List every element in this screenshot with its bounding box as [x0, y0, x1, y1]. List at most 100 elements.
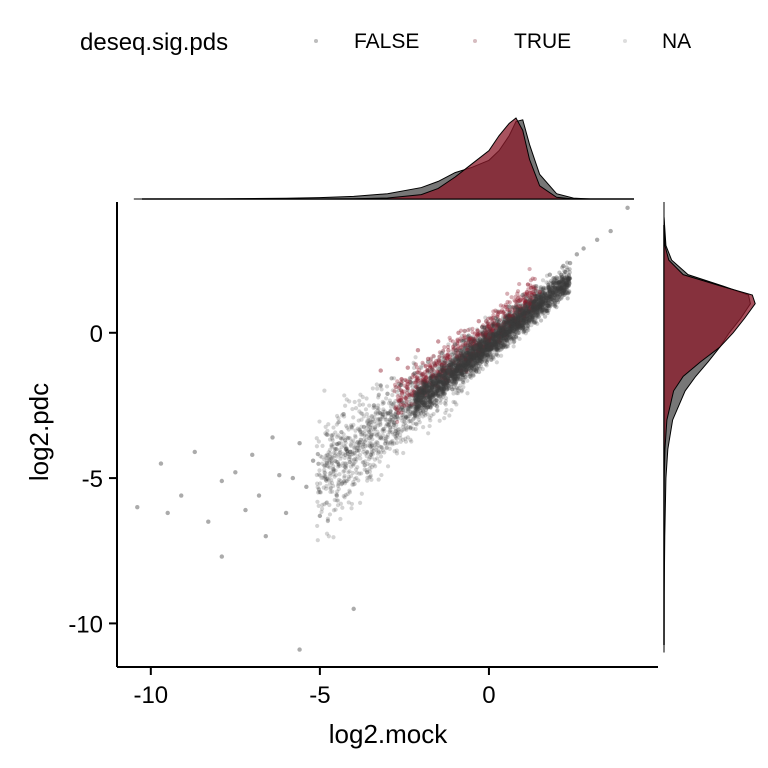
scatter-point [368, 452, 373, 458]
scatter-point [349, 426, 355, 431]
legend-key-false [314, 39, 318, 43]
scatter-point [521, 306, 527, 311]
scatter-point [372, 432, 377, 437]
scatter-point-false [135, 504, 140, 510]
scatter-point [498, 342, 503, 347]
scatter-point [423, 383, 428, 388]
scatter-point [469, 358, 474, 363]
scatter-point [495, 323, 500, 328]
scatter-point [393, 415, 398, 420]
scatter-point [471, 356, 476, 361]
scatter-point [483, 358, 488, 363]
scatter-point [329, 480, 335, 485]
scatter-point [485, 345, 490, 350]
scatter-point [472, 343, 477, 348]
scatter-point [414, 389, 419, 394]
scatter-point [363, 451, 368, 456]
scatter-point [518, 325, 523, 331]
scatter-point [361, 446, 366, 452]
scatter-point [392, 405, 397, 411]
scatter-point [458, 360, 463, 365]
scatter-point [500, 332, 505, 337]
scatter-point [318, 473, 323, 478]
scatter-point [502, 315, 507, 320]
scatter-point [336, 462, 341, 467]
scatter-point [334, 498, 339, 503]
scatter-point [450, 377, 455, 382]
scatter-point [547, 286, 552, 291]
scatter-point [393, 429, 399, 434]
scatter-point [442, 355, 447, 360]
scatter-point [349, 458, 354, 463]
scatter-point [488, 343, 493, 348]
scatter-point [466, 351, 472, 356]
scatter-point [432, 361, 437, 366]
scatter-point [359, 411, 364, 416]
scatter-point [393, 399, 398, 404]
scatter-point [538, 286, 543, 291]
scatter-point [505, 336, 511, 341]
scatter-point [449, 352, 454, 357]
scatter-point [521, 311, 526, 316]
scatter-point [376, 443, 381, 448]
scatter-point [474, 365, 480, 371]
scatter-point [422, 379, 428, 384]
scatter-point [334, 434, 339, 439]
scatter-point [333, 447, 339, 452]
scatter-point [377, 436, 382, 441]
scatter-point [492, 337, 497, 343]
scatter-point [342, 475, 347, 480]
scatter-point-true [436, 339, 441, 344]
scatter-point [404, 391, 410, 396]
scatter-point [545, 291, 550, 296]
scatter-point [482, 335, 487, 341]
scatter-point [518, 314, 524, 319]
scatter-point [459, 352, 465, 357]
scatter-point [380, 428, 385, 434]
scatter-point [340, 461, 346, 466]
scatter-point [474, 356, 479, 361]
scatter-point [456, 358, 461, 364]
scatter-point [554, 289, 559, 294]
scatter-point [387, 417, 392, 422]
scatter-point [503, 321, 508, 326]
scatter-point [407, 413, 412, 419]
scatter-point [498, 330, 503, 335]
scatter-point [510, 314, 516, 319]
scatter-point [397, 399, 402, 404]
scatter-point [342, 473, 347, 478]
scatter-point [407, 419, 412, 424]
scatter-point-false [277, 472, 282, 478]
scatter-point [427, 380, 432, 385]
scatter-point [509, 337, 514, 342]
scatter-point-false [334, 493, 339, 498]
scatter-point [379, 436, 384, 441]
scatter-point [449, 363, 454, 368]
scatter-point [500, 323, 506, 329]
scatter-point [480, 352, 486, 357]
scatter-point [481, 339, 487, 344]
scatter-point [418, 403, 424, 408]
scatter-point [399, 415, 404, 421]
scatter-point [484, 358, 489, 363]
scatter-point [476, 355, 481, 360]
scatter-point-false [297, 647, 302, 652]
scatter-point [477, 336, 482, 341]
scatter-point [478, 343, 483, 348]
scatter-point [423, 391, 428, 396]
scatter-point [429, 403, 435, 408]
scatter-point [327, 502, 332, 508]
scatter-point [419, 389, 424, 394]
scatter-point [458, 371, 463, 376]
scatter-point [316, 461, 321, 466]
scatter-point-true [405, 365, 410, 370]
scatter-point [443, 378, 448, 383]
scatter-point-true [415, 348, 421, 353]
scatter-point [334, 492, 339, 497]
scatter-point [459, 348, 464, 353]
scatter-point-false [459, 356, 465, 362]
scatter-point [465, 391, 470, 396]
scatter-point [530, 315, 535, 320]
scatter-point [386, 423, 391, 428]
scatter-point [551, 280, 556, 285]
